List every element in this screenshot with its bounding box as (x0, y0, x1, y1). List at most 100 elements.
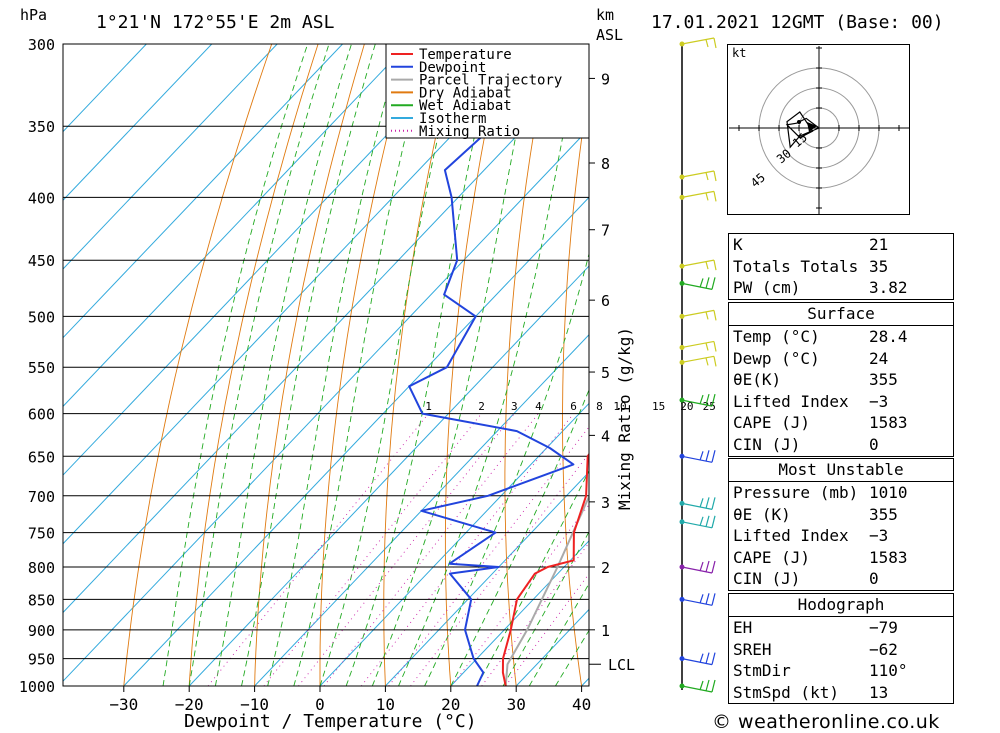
row-value: 1583 (869, 413, 908, 433)
row-value: 24 (869, 348, 889, 368)
wind-barb (681, 393, 716, 407)
table-row: Temp (°C) 28.4 (729, 326, 953, 348)
dewpoint-line (408, 44, 589, 686)
row-value: 0 (869, 569, 879, 589)
wind-barb (681, 190, 717, 202)
km-tick-label: 8 (601, 155, 610, 173)
mixing-ratio-line (481, 542, 589, 686)
row-value: 110° (869, 661, 908, 681)
wind-barb (681, 450, 716, 463)
row-label: CAPE (J) (733, 547, 811, 567)
x-tick-label: −20 (175, 695, 204, 714)
row-value: 35 (869, 256, 889, 276)
dry-adiabat-line (967, 44, 1000, 686)
isotherm-line (319, 402, 589, 686)
pressure-tick-label: 750 (28, 525, 55, 543)
row-value: 1583 (869, 547, 908, 567)
km-tick-label: 9 (601, 70, 610, 88)
mixing-ratio-line (207, 413, 429, 686)
x-tick-label: −10 (240, 695, 269, 714)
dry-adiabat-line (562, 84, 589, 686)
isotherm-line (63, 44, 213, 202)
table-row: SREH −62 (729, 639, 953, 661)
pressure-axis: 300 350 400 450 500 550 600 650 700 750 800 850 900 9… (19, 36, 55, 696)
indices-table: K 21 Totals Totals 35 PW (cm) 3.82 (728, 233, 954, 300)
isotherm-line (63, 44, 409, 408)
surface-title: Surface (729, 303, 953, 326)
pressure-tick-label: 700 (28, 488, 55, 506)
km-unit-label: km (596, 6, 614, 24)
mixing-ratio-label: 2 (478, 400, 485, 413)
row-label: Pressure (mb) (733, 483, 859, 502)
row-label: EH (733, 618, 753, 637)
wet-adiabat-line (502, 530, 589, 686)
wind-barb (681, 355, 717, 367)
mixing-ratio-line (388, 426, 589, 686)
mixing-ratio-line (360, 413, 574, 686)
datetime-label: 17.01.2021 12GMT (Base: 00) (651, 12, 944, 33)
wet-adiabat-line (214, 44, 352, 686)
row-label: θE (K) (733, 504, 791, 524)
mixing-ratio-line (505, 573, 589, 686)
pressure-tick-label: 850 (28, 591, 55, 609)
most-unstable-title: Most Unstable (729, 459, 953, 482)
table-row: CAPE (J) 1583 (729, 412, 953, 434)
isotherm-line (63, 59, 589, 614)
height-axis: 1 2 3 4 5 6 7 8 9 LCL (589, 70, 635, 674)
isotherm-line (63, 44, 278, 270)
row-value: −3 (869, 526, 889, 546)
pressure-tick-label: 600 (28, 406, 55, 424)
km-tick-label: 6 (601, 292, 610, 310)
row-value: −3 (869, 391, 889, 411)
km-tick-label: 7 (601, 222, 610, 240)
x-tick-label: 40 (572, 695, 591, 714)
most-unstable-table: Most Unstable Pressure (mb) 1010 θE (K) 355… (728, 458, 954, 591)
table-row: CIN (J) 0 (729, 434, 953, 456)
mixing-ratio-line (263, 413, 482, 686)
mixing-ratio-label: 1 (425, 400, 432, 413)
row-value: 0 (869, 434, 879, 454)
row-value: 21 (869, 235, 889, 254)
table-row: Totals Totals 35 (729, 256, 953, 278)
hodograph-table: Hodograph EH −79 SREH −62 StmDir 110° StmSpd (… (728, 593, 954, 705)
wet-adiabat-line (398, 44, 582, 686)
row-label: CIN (J) (733, 434, 801, 454)
wind-barb (681, 679, 716, 693)
table-row: CIN (J) 0 (729, 568, 953, 590)
temperature-line (501, 452, 589, 686)
mixing-ratio-label: 6 (570, 400, 577, 413)
legend-label: Dry Adiabat (419, 85, 512, 101)
pressure-tick-label: 450 (28, 252, 55, 270)
wind-barb (681, 593, 716, 606)
pressure-tick-label: 800 (28, 559, 55, 577)
mixing-ratio-axis-title: Mixing Ratio (g/kg) (615, 327, 634, 510)
row-label: Lifted Index (733, 526, 849, 546)
table-row: K 21 (729, 234, 953, 256)
table-row: Lifted Index −3 (729, 525, 953, 547)
mixing-ratio-label: 4 (535, 400, 542, 413)
x-axis-title: Dewpoint / Temperature (°C) (184, 711, 477, 732)
x-tick-label: 10 (376, 695, 395, 714)
table-row: StmSpd (kt) 13 (729, 682, 953, 704)
row-value: 3.82 (869, 278, 908, 298)
row-value: −79 (869, 618, 898, 637)
km-tick-label: 1 (601, 622, 610, 640)
pressure-tick-label: 950 (28, 651, 55, 669)
hodograph-title: Hodograph (729, 594, 953, 617)
isotherm-line (63, 44, 474, 476)
dry-adiabat-line (672, 44, 712, 686)
x-tick-label: −30 (109, 695, 138, 714)
table-row: Dewp (°C) 24 (729, 348, 953, 370)
table-row: EH −79 (729, 617, 953, 639)
row-label: StmSpd (kt) (733, 682, 839, 702)
row-label: CAPE (J) (733, 413, 811, 433)
asl-unit-label: ASL (596, 26, 623, 44)
wind-barb (681, 170, 717, 182)
row-label: CIN (J) (733, 569, 801, 589)
row-label: θE(K) (733, 370, 782, 390)
x-tick-label: 0 (315, 695, 325, 714)
parcel-trajectory-line (504, 494, 589, 686)
